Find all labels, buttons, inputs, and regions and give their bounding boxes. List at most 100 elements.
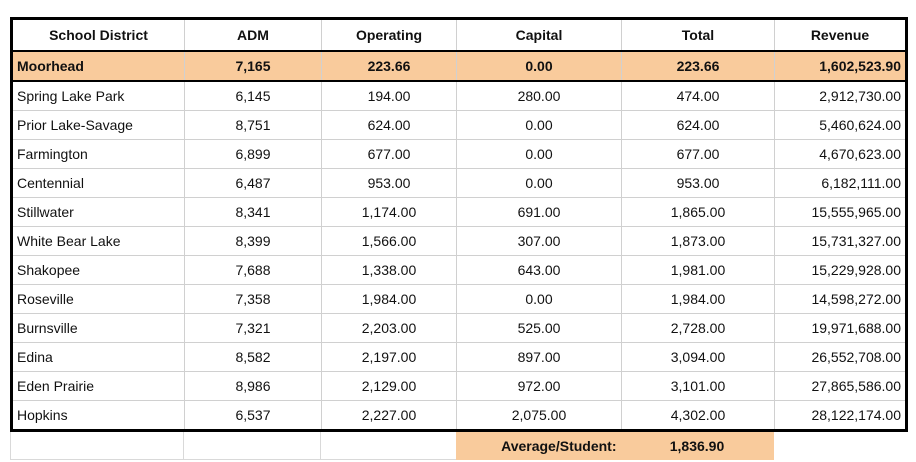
cell-total: 4,302.00 xyxy=(621,400,775,431)
table-row: Eden Prairie 8,986 2,129.00 972.00 3,101… xyxy=(11,371,907,401)
cell-operating: 2,203.00 xyxy=(321,313,457,343)
cell-total: 223.66 xyxy=(621,51,775,82)
cell-capital: 280.00 xyxy=(456,81,622,111)
cell-district: Edina xyxy=(11,342,185,372)
cell-total: 1,865.00 xyxy=(621,197,775,227)
cell-district: Farmington xyxy=(11,139,185,169)
cell-adm: 7,358 xyxy=(184,284,322,314)
cell-revenue: 15,229,928.00 xyxy=(774,255,907,285)
cell-adm: 8,399 xyxy=(184,226,322,256)
cell-revenue: 26,552,708.00 xyxy=(774,342,907,372)
table-row: Centennial 6,487 953.00 0.00 953.00 6,18… xyxy=(11,168,907,198)
highlighted-row-moorhead: Moorhead 7,165 223.66 0.00 223.66 1,602,… xyxy=(11,51,907,82)
col-header-total: Total xyxy=(621,18,775,52)
cell-capital: 2,075.00 xyxy=(456,400,622,431)
cell-district: Stillwater xyxy=(11,197,185,227)
table-row: Hopkins 6,537 2,227.00 2,075.00 4,302.00… xyxy=(12,400,907,431)
cell-capital: 691.00 xyxy=(456,197,622,227)
col-header-school-district: School District xyxy=(11,18,185,52)
table-row: Spring Lake Park 6,145 194.00 280.00 474… xyxy=(11,81,907,111)
cell-revenue: 1,602,523.90 xyxy=(774,51,907,82)
cell-district: Eden Prairie xyxy=(11,371,185,401)
district-funding-table: School District ADM Operating Capital To… xyxy=(10,17,908,432)
cell-district: White Bear Lake xyxy=(11,226,185,256)
footer-empty-operating xyxy=(320,432,456,460)
cell-adm: 7,165 xyxy=(184,51,322,82)
cell-revenue: 28,122,174.00 xyxy=(774,400,907,431)
cell-operating: 1,566.00 xyxy=(321,226,457,256)
cell-revenue: 4,670,623.00 xyxy=(774,139,907,169)
cell-capital: 0.00 xyxy=(456,51,622,82)
cell-revenue: 15,731,327.00 xyxy=(774,226,907,256)
cell-adm: 6,899 xyxy=(184,139,322,169)
cell-capital: 643.00 xyxy=(456,255,622,285)
cell-revenue: 19,971,688.00 xyxy=(774,313,907,343)
cell-total: 624.00 xyxy=(621,110,775,140)
col-header-adm: ADM xyxy=(184,18,322,52)
cell-operating: 1,174.00 xyxy=(321,197,457,227)
table-row: Farmington 6,899 677.00 0.00 677.00 4,67… xyxy=(11,139,907,169)
cell-operating: 624.00 xyxy=(321,110,457,140)
cell-total: 677.00 xyxy=(621,139,775,169)
cell-operating: 194.00 xyxy=(321,81,457,111)
cell-total: 3,101.00 xyxy=(621,371,775,401)
table-row: Edina 8,582 2,197.00 897.00 3,094.00 26,… xyxy=(11,342,907,372)
col-header-operating: Operating xyxy=(321,18,457,52)
footer-empty-revenue xyxy=(774,432,906,460)
cell-capital: 0.00 xyxy=(456,168,622,198)
header-row: School District ADM Operating Capital To… xyxy=(11,18,907,52)
cell-adm: 8,582 xyxy=(184,342,322,372)
cell-capital: 0.00 xyxy=(456,284,622,314)
table-header: School District ADM Operating Capital To… xyxy=(11,18,907,52)
footer-empty-district xyxy=(10,432,184,460)
cell-operating: 2,129.00 xyxy=(321,371,457,401)
cell-total: 2,728.00 xyxy=(621,313,775,343)
cell-operating: 1,338.00 xyxy=(321,255,457,285)
district-rows: Spring Lake Park 6,145 194.00 280.00 474… xyxy=(11,81,907,431)
cell-capital: 897.00 xyxy=(456,342,622,372)
cell-adm: 8,751 xyxy=(184,110,322,140)
cell-total: 474.00 xyxy=(621,81,775,111)
cell-total: 3,094.00 xyxy=(621,342,775,372)
cell-operating: 2,197.00 xyxy=(321,342,457,372)
col-header-revenue: Revenue xyxy=(774,18,907,52)
table-row: White Bear Lake 8,399 1,566.00 307.00 1,… xyxy=(11,226,907,256)
cell-district: Burnsville xyxy=(11,313,185,343)
cell-operating: 223.66 xyxy=(321,51,457,82)
footer-empty-adm xyxy=(183,432,321,460)
table-row: Burnsville 7,321 2,203.00 525.00 2,728.0… xyxy=(11,313,907,343)
cell-capital: 525.00 xyxy=(456,313,622,343)
cell-operating: 1,984.00 xyxy=(321,284,457,314)
cell-capital: 307.00 xyxy=(456,226,622,256)
cell-total: 1,981.00 xyxy=(621,255,775,285)
cell-revenue: 2,912,730.00 xyxy=(774,81,907,111)
cell-district: Roseville xyxy=(11,284,185,314)
cell-operating: 677.00 xyxy=(321,139,457,169)
cell-revenue: 27,865,586.00 xyxy=(774,371,907,401)
cell-revenue: 6,182,111.00 xyxy=(774,168,907,198)
cell-total: 953.00 xyxy=(621,168,775,198)
cell-adm: 6,487 xyxy=(184,168,322,198)
cell-adm: 8,341 xyxy=(184,197,322,227)
table-row: Shakopee 7,688 1,338.00 643.00 1,981.00 … xyxy=(11,255,907,285)
cell-total: 1,984.00 xyxy=(621,284,775,314)
cell-adm: 6,537 xyxy=(184,400,322,431)
cell-capital: 972.00 xyxy=(456,371,622,401)
spreadsheet-table-view: School District ADM Operating Capital To… xyxy=(0,17,916,462)
cell-adm: 6,145 xyxy=(184,81,322,111)
table-row: Roseville 7,358 1,984.00 0.00 1,984.00 1… xyxy=(11,284,907,314)
cell-total: 1,873.00 xyxy=(621,226,775,256)
cell-district: Prior Lake-Savage xyxy=(11,110,185,140)
cell-district: Moorhead xyxy=(11,51,185,82)
cell-adm: 8,986 xyxy=(184,371,322,401)
table-row: Prior Lake-Savage 8,751 624.00 0.00 624.… xyxy=(11,110,907,140)
cell-adm: 7,688 xyxy=(184,255,322,285)
cell-operating: 953.00 xyxy=(321,168,457,198)
cell-adm: 7,321 xyxy=(184,313,322,343)
cell-district: Spring Lake Park xyxy=(11,81,185,111)
cell-capital: 0.00 xyxy=(456,110,622,140)
average-footer-row: Average/Student: 1,836.90 xyxy=(10,432,906,460)
cell-revenue: 15,555,965.00 xyxy=(774,197,907,227)
cell-district: Hopkins xyxy=(17,407,68,423)
table-row: Stillwater 8,341 1,174.00 691.00 1,865.0… xyxy=(11,197,907,227)
